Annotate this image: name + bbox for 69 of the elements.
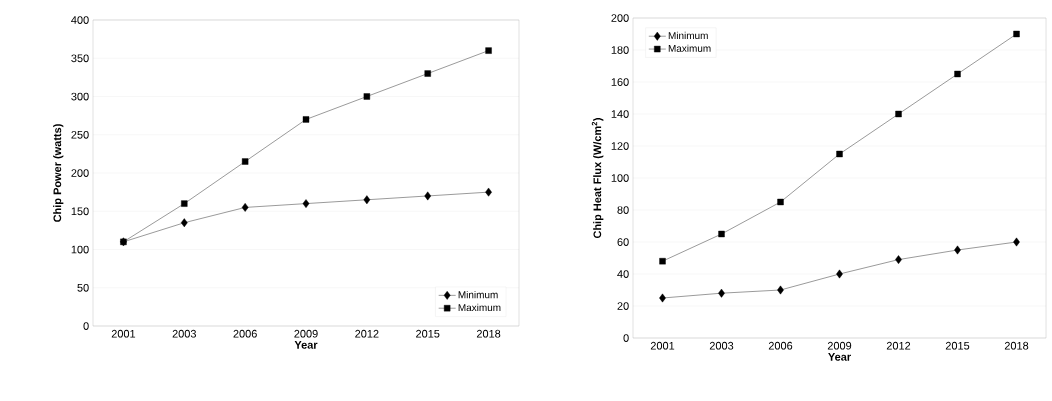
y-tick-label: 60 bbox=[617, 238, 629, 246]
point bbox=[1013, 237, 1020, 247]
y-tick-label: 20 bbox=[617, 302, 629, 310]
point bbox=[241, 203, 249, 212]
point bbox=[424, 191, 432, 201]
y-tick-label: 180 bbox=[611, 46, 629, 54]
y-tick-label: 50 bbox=[77, 283, 89, 292]
point bbox=[836, 269, 843, 279]
point bbox=[659, 293, 666, 303]
y-tick-label: 400 bbox=[71, 16, 89, 24]
point bbox=[777, 285, 784, 295]
legend-label: Minimum bbox=[458, 290, 498, 299]
x-tick-label: 2006 bbox=[768, 341, 793, 350]
x-axis-title: Year bbox=[294, 341, 318, 349]
x-tick-label: 2015 bbox=[416, 329, 440, 338]
point bbox=[302, 199, 310, 208]
point bbox=[659, 258, 666, 265]
point bbox=[777, 198, 784, 206]
y-tick-label: 100 bbox=[71, 245, 89, 254]
point bbox=[718, 230, 725, 238]
x-axis-title: Year bbox=[828, 353, 851, 361]
x-tick-label: 2012 bbox=[886, 341, 911, 350]
y-tick-label: 40 bbox=[617, 270, 629, 278]
x-tick-label: 2003 bbox=[172, 329, 196, 338]
y-tick-label: 200 bbox=[71, 169, 89, 177]
point bbox=[1013, 30, 1020, 38]
y-tick-label: 140 bbox=[611, 110, 629, 118]
x-tick-label: 2009 bbox=[827, 341, 852, 350]
point bbox=[485, 47, 492, 54]
y-axis-title: Chip Power (watts) bbox=[53, 124, 64, 222]
y-tick-label: 0 bbox=[623, 334, 629, 342]
y-tick-label: 150 bbox=[71, 207, 89, 216]
x-tick-label: 2006 bbox=[233, 329, 257, 338]
x-tick-label: 2001 bbox=[111, 329, 136, 338]
point bbox=[181, 200, 188, 207]
point bbox=[836, 150, 843, 158]
x-tick-label: 2012 bbox=[355, 329, 379, 338]
x-tick-label: 2018 bbox=[476, 329, 501, 338]
point bbox=[895, 255, 902, 264]
y-tick-label: 80 bbox=[617, 206, 629, 214]
point bbox=[363, 195, 371, 205]
y-tick-label: 250 bbox=[71, 130, 89, 139]
y-tick-label: 100 bbox=[611, 174, 629, 182]
y-tick-label: 0 bbox=[83, 322, 89, 330]
point bbox=[180, 218, 188, 228]
y-tick-label: 200 bbox=[611, 14, 629, 22]
point bbox=[718, 288, 725, 298]
legend-label: Maximum bbox=[668, 44, 711, 52]
y-tick-label: 160 bbox=[611, 78, 629, 86]
point bbox=[241, 158, 249, 165]
point bbox=[120, 238, 127, 246]
x-tick-label: 2001 bbox=[650, 341, 675, 350]
point bbox=[895, 110, 902, 118]
point bbox=[302, 116, 310, 123]
y-axis-title: Chip Heat Flux (W/cm$^{2}$) bbox=[591, 118, 604, 239]
point bbox=[485, 187, 492, 197]
x-tick-label: 2015 bbox=[945, 341, 970, 350]
legend-label: Minimum bbox=[668, 31, 708, 40]
point bbox=[954, 245, 961, 255]
y-tick-label: 350 bbox=[71, 54, 89, 63]
x-tick-label: 2018 bbox=[1004, 341, 1029, 350]
x-tick-label: 2003 bbox=[709, 341, 734, 350]
legend-label: Maximum bbox=[458, 303, 501, 312]
point bbox=[424, 70, 431, 77]
point bbox=[363, 93, 371, 100]
point bbox=[954, 70, 961, 78]
y-tick-label: 300 bbox=[71, 92, 89, 101]
x-tick-label: 2009 bbox=[294, 329, 318, 338]
y-tick-label: 120 bbox=[611, 142, 629, 150]
